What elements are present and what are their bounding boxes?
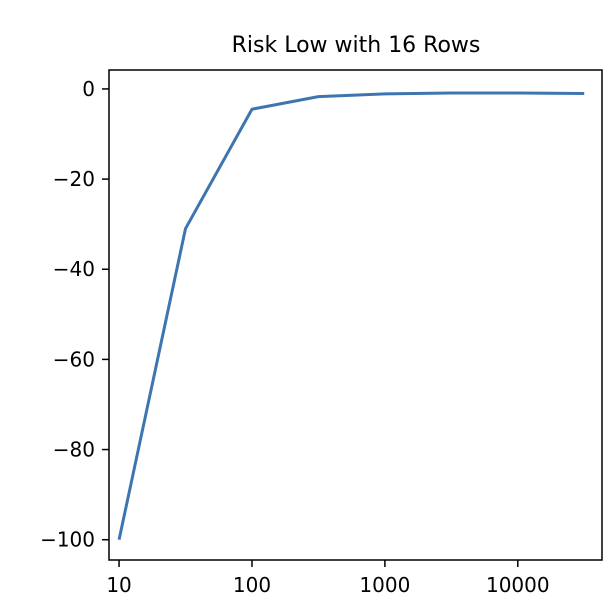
- plot-frame: [108, 69, 603, 561]
- y-tick-label: −20: [53, 167, 95, 191]
- y-tick-label: −80: [53, 438, 95, 462]
- chart-title: Risk Low with 16 Rows: [232, 33, 481, 58]
- y-tick-label: −40: [53, 257, 95, 281]
- series-layer: [117, 91, 585, 541]
- x-axis: 10 100 1000 10000: [106, 560, 550, 597]
- y-tick-label: −60: [53, 347, 95, 371]
- series-line-0: [117, 91, 585, 541]
- x-tick-label: 10: [106, 573, 131, 597]
- y-tick-label: −100: [40, 528, 95, 552]
- y-axis: 0 −20 −40 −60 −80 −100: [40, 77, 109, 552]
- y-tick-label: 0: [82, 77, 95, 101]
- x-tick-label: 1000: [359, 573, 410, 597]
- x-tick-label: 10000: [486, 573, 550, 597]
- x-tick-label: 100: [233, 573, 271, 597]
